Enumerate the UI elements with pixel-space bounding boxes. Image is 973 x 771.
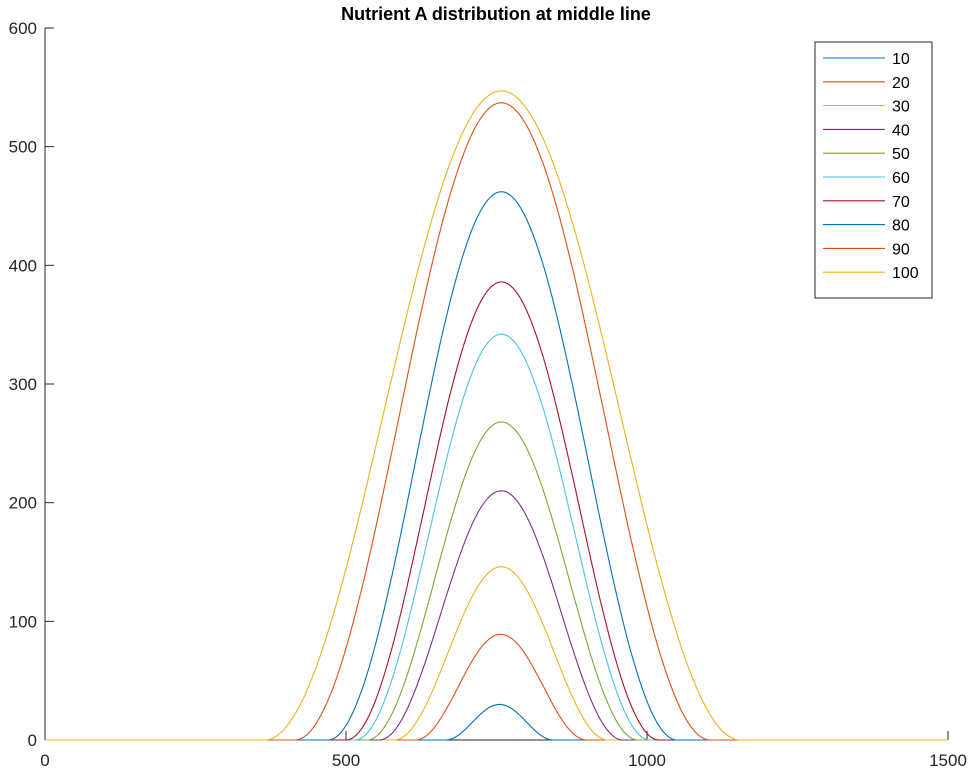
y-tick-label: 400 [9, 256, 37, 275]
chart-title: Nutrient A distribution at middle line [341, 4, 651, 24]
legend-label-10: 10 [892, 51, 910, 68]
y-tick-label: 500 [9, 138, 37, 157]
series-line-70 [45, 281, 948, 741]
legend-box [814, 41, 933, 299]
legend: 10 20 30 40 50 60 70 80 90 100 [814, 41, 933, 299]
series-line-90 [45, 102, 948, 741]
legend-label-90: 90 [892, 241, 910, 258]
legend-label-80: 80 [892, 218, 910, 235]
x-tick-label: 500 [332, 751, 360, 770]
series-line-50 [45, 421, 948, 741]
series-line-30 [45, 566, 948, 741]
legend-label-60: 60 [892, 170, 910, 187]
legend-label-70: 70 [892, 194, 910, 211]
y-tick-label: 300 [9, 375, 37, 394]
series-line-100 [45, 90, 948, 741]
legend-label-30: 30 [892, 99, 910, 116]
axes: 0 500 1000 1500 0 100 200 300 400 500 600 [9, 19, 967, 770]
legend-label-40: 40 [892, 122, 910, 139]
legend-label-20: 20 [892, 75, 910, 92]
series-line-10 [45, 703, 948, 741]
y-tick-label: 100 [9, 612, 37, 631]
series-line-40 [45, 490, 948, 741]
series-line-80 [45, 191, 948, 741]
x-tick-label: 1000 [628, 751, 666, 770]
x-tick-label: 1500 [929, 751, 967, 770]
y-tick-label: 0 [28, 731, 37, 750]
legend-label-100: 100 [892, 265, 919, 282]
legend-label-50: 50 [892, 146, 910, 163]
y-tick-label: 600 [9, 19, 37, 38]
plot-lines [45, 90, 948, 741]
x-tick-label: 0 [40, 751, 49, 770]
y-tick-label: 200 [9, 494, 37, 513]
series-line-20 [45, 633, 948, 741]
series-line-60 [45, 333, 948, 741]
